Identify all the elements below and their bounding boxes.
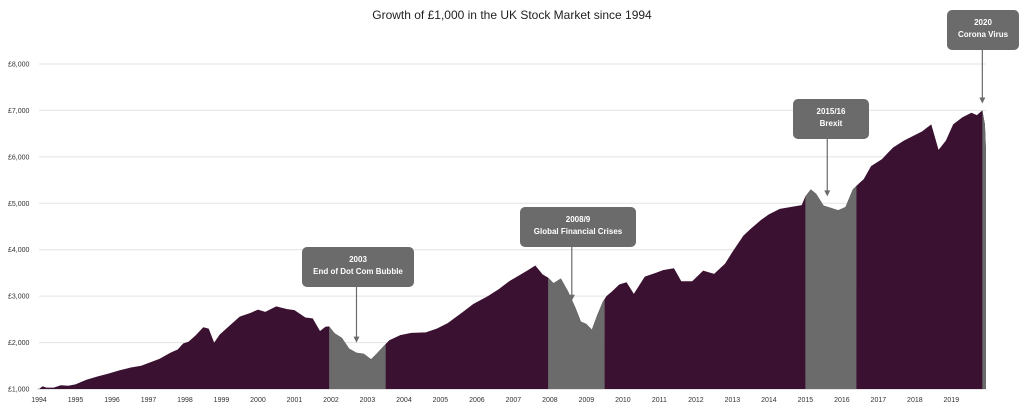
x-tick-label: 2011: [652, 397, 667, 404]
x-tick-label: 1996: [104, 397, 120, 404]
callout-box: [947, 10, 1019, 50]
x-tick-label: 2013: [725, 397, 741, 404]
x-tick-label: 2007: [506, 397, 522, 404]
callout-label: 2015/16: [817, 107, 846, 116]
callout-label: 2003: [349, 255, 367, 264]
callout-arrowhead: [353, 336, 360, 343]
x-tick-label: 2001: [287, 397, 303, 404]
y-tick-label: £1,000: [8, 387, 30, 394]
highlight-period: [982, 110, 986, 390]
x-tick-label: 2000: [250, 397, 266, 404]
y-tick-label: £5,000: [8, 201, 30, 208]
x-tick-label: 2014: [761, 397, 777, 404]
chart-title: Growth of £1,000 in the UK Stock Market …: [372, 8, 652, 22]
x-tick-label: 2016: [834, 397, 850, 404]
highlight-period: [548, 277, 605, 389]
area-series: [39, 110, 986, 390]
callout-label: Corona Virus: [958, 30, 1009, 39]
y-tick-label: £7,000: [8, 108, 30, 115]
x-tick-label: 2005: [433, 397, 449, 404]
x-tick-label: 2006: [469, 397, 485, 404]
y-tick-label: £8,000: [8, 62, 30, 69]
x-tick-label: 2010: [615, 397, 631, 404]
callout-label: Global Financial Crises: [534, 227, 623, 236]
callout-arrowhead: [568, 294, 575, 301]
y-tick-label: £2,000: [8, 340, 30, 347]
x-tick-label: 2017: [871, 397, 887, 404]
callout-label: 2020: [974, 18, 992, 27]
callout-arrowhead: [979, 97, 986, 104]
x-tick-label: 1995: [68, 397, 84, 404]
x-tick-label: 1997: [141, 397, 157, 404]
callout-box: [793, 99, 869, 139]
callout-label: Brexit: [820, 119, 843, 128]
y-tick-label: £4,000: [8, 247, 30, 254]
callout-label: End of Dot Com Bubble: [313, 267, 403, 276]
x-tick-label: 2018: [907, 397, 923, 404]
callout-arrowhead: [824, 190, 831, 197]
highlight-period: [805, 185, 857, 389]
callout-box: [302, 247, 414, 287]
x-tick-label: 2003: [360, 397, 376, 404]
x-tick-label: 1999: [214, 397, 230, 404]
x-tick-label: 2008: [542, 397, 558, 404]
y-tick-label: £6,000: [8, 154, 30, 161]
x-tick-label: 1998: [177, 397, 193, 404]
callout-box: [520, 207, 636, 247]
callout-label: 2008/9: [566, 215, 591, 224]
y-tick-label: £3,000: [8, 294, 30, 301]
x-tick-label: 2012: [688, 397, 704, 404]
x-tick-label: 1994: [31, 397, 47, 404]
x-tick-label: 2002: [323, 397, 339, 404]
highlight-period: [329, 326, 386, 389]
x-tick-label: 2004: [396, 397, 412, 404]
x-tick-label: 2015: [798, 397, 814, 404]
x-tick-label: 2019: [944, 397, 960, 404]
x-tick-label: 2009: [579, 397, 595, 404]
